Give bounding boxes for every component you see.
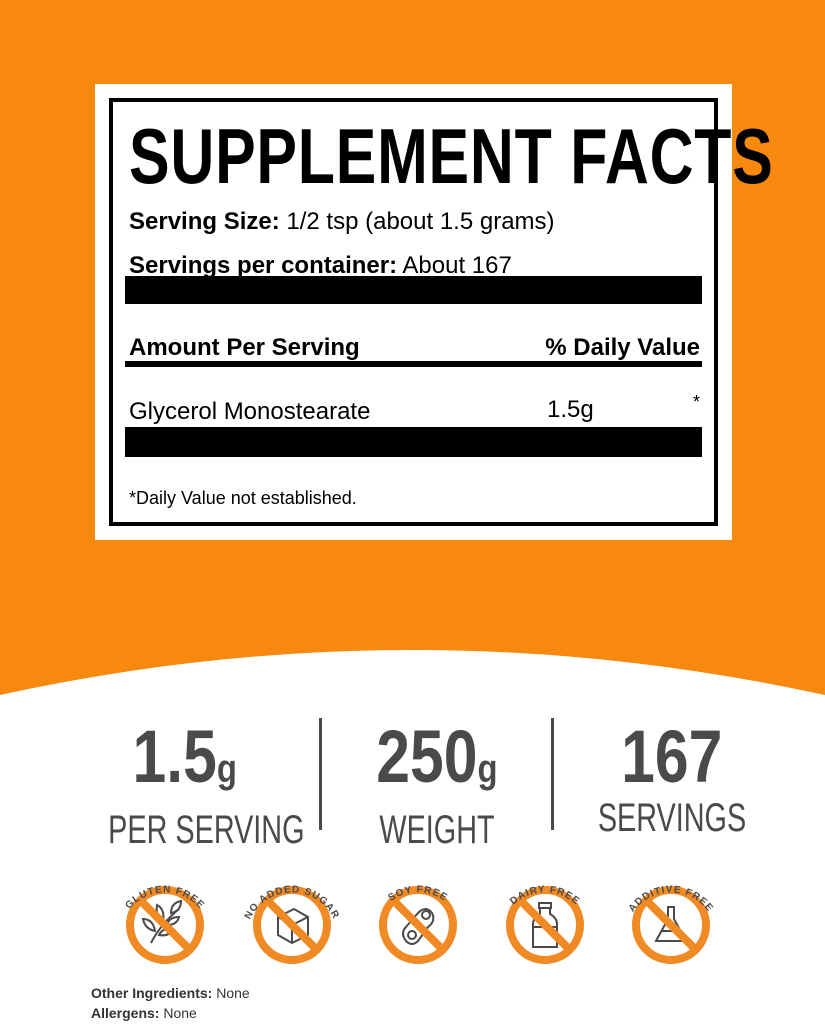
stat-weight: 250g WEIGHT	[376, 715, 498, 853]
badge-no-added-sugar: NO ADDED SUGAR	[237, 862, 347, 972]
footnote: *Daily Value not established.	[129, 488, 357, 508]
prohibited-icon	[126, 886, 204, 964]
prohibited-icon	[379, 886, 457, 964]
divider-line	[125, 361, 702, 367]
separator	[551, 718, 554, 830]
ingredient-dv: *	[692, 392, 700, 412]
badge-additive-free: ADDITIVE FREE	[616, 862, 726, 972]
divider-bar	[125, 427, 702, 457]
serving-size: Serving Size: 1/2 tsp (about 1.5 grams)	[129, 208, 555, 235]
prohibited-slash	[390, 897, 446, 953]
separator	[319, 718, 322, 830]
ingredient-name: Glycerol Monostearate	[129, 398, 371, 425]
badge-gluten-free: GLUTEN FREE	[110, 862, 220, 972]
amount-header: Amount Per Serving	[129, 334, 360, 361]
divider-bar	[125, 276, 702, 304]
prohibited-icon	[632, 886, 710, 964]
prohibited-slash	[517, 897, 573, 953]
prohibited-slash	[264, 897, 320, 953]
facts-title: SUPPLEMENT FACTS	[129, 112, 774, 200]
soybean-icon	[402, 908, 435, 945]
badge-soy-free: SOY FREE	[363, 862, 473, 972]
prohibited-slash	[137, 897, 193, 953]
other-ingredients: Other Ingredients: None	[91, 985, 250, 1001]
servings-per-container: Servings per container: About 167	[129, 252, 512, 279]
stat-servings: 167 SERVINGS	[597, 715, 747, 841]
stat-per-serving: 1.5g PER SERVING	[108, 715, 305, 853]
allergens: Allergens: None	[91, 1005, 197, 1021]
daily-value-header: % Daily Value	[545, 334, 700, 361]
supplement-facts-panel: SUPPLEMENT FACTS Serving Size: 1/2 tsp (…	[95, 84, 774, 540]
badge-dairy-free: DAIRY FREE	[490, 862, 600, 972]
prohibited-icon	[506, 886, 584, 964]
prohibited-icon	[253, 886, 331, 964]
ingredient-amount: 1.5g	[547, 396, 594, 423]
prohibited-slash	[643, 897, 699, 953]
